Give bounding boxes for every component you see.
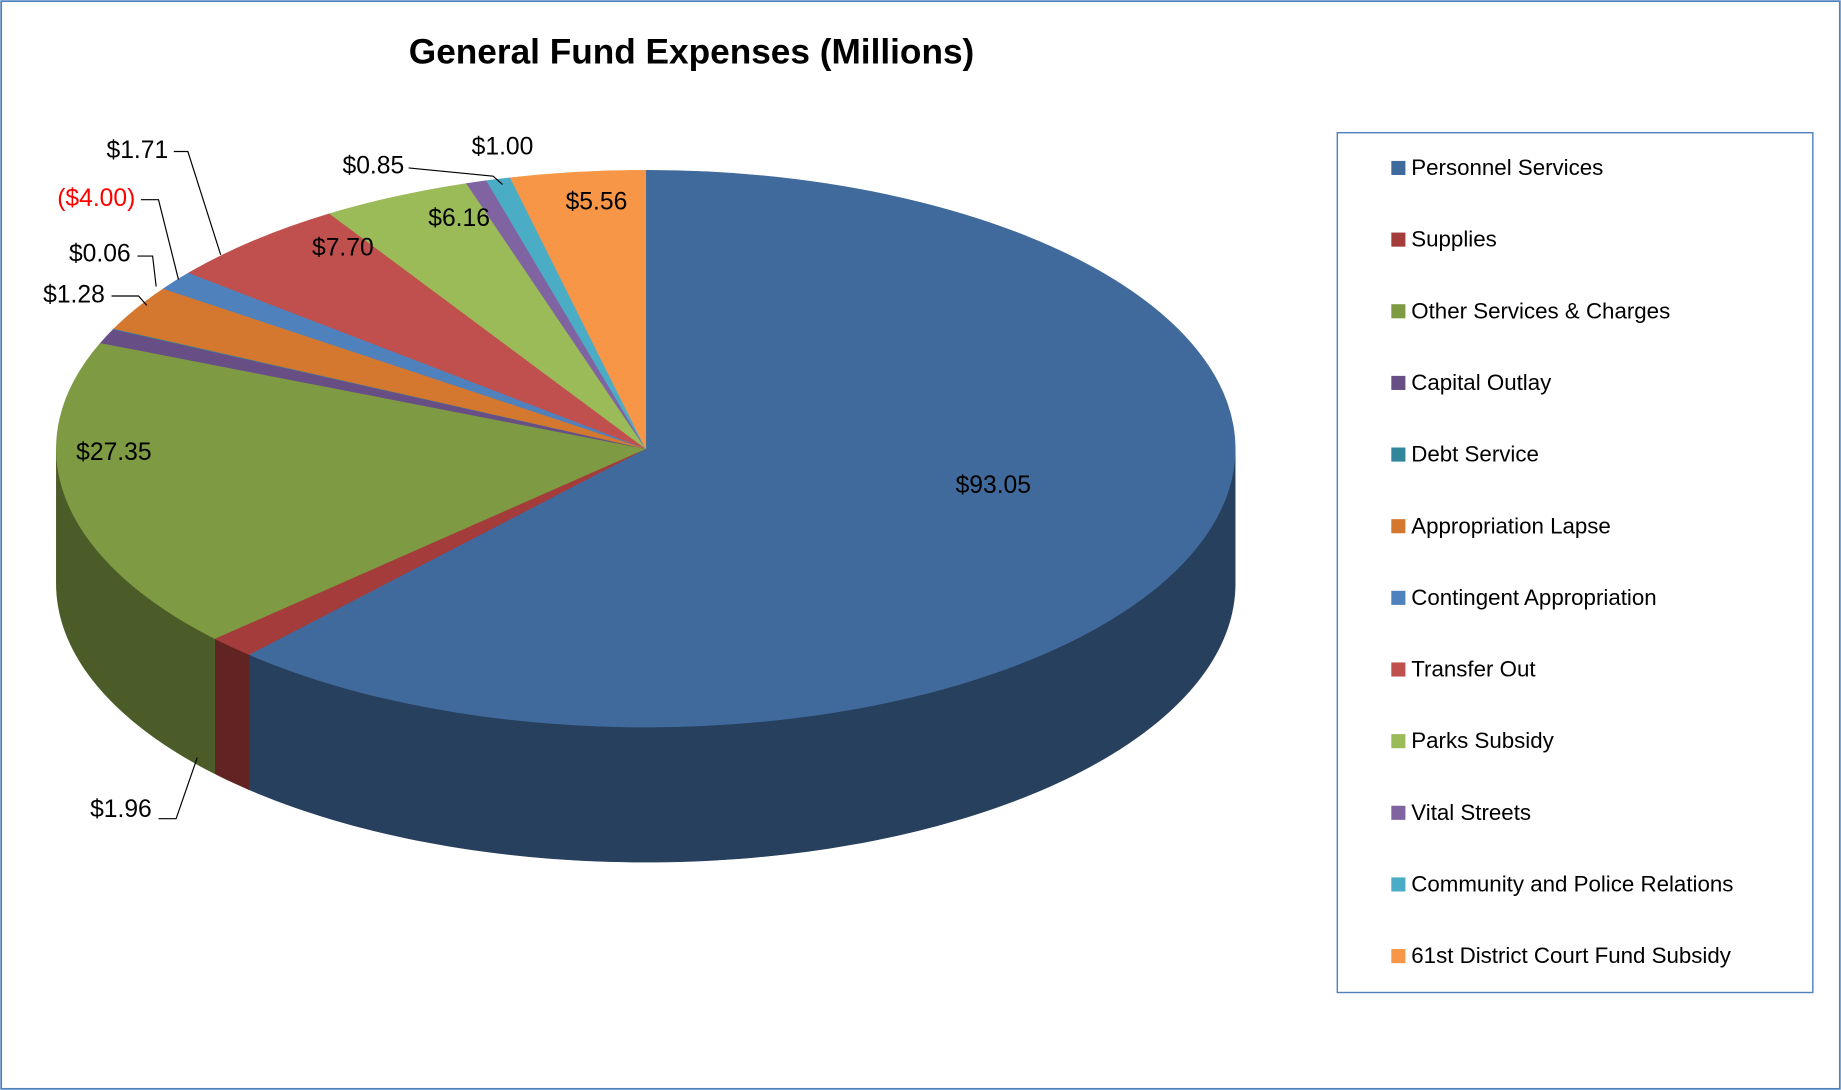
legend-swatch [1391,662,1406,677]
legend-label: Vital Streets [1411,800,1531,825]
legend-swatch [1391,805,1406,820]
legend-swatch [1391,375,1406,390]
data-label: $5.56 [566,189,628,216]
legend-label: Appropriation Lapse [1411,513,1611,538]
pie-side [214,638,250,791]
legend-swatch [1391,232,1406,247]
data-label: $0.85 [343,152,405,179]
legend-swatch [1391,949,1406,964]
legend-swatch [1391,519,1406,534]
leader-line [137,255,157,287]
pie-slice [248,170,1236,728]
data-label: $1.96 [90,796,152,823]
legend-label: Supplies [1411,227,1497,252]
chart-title: General Fund Expenses (Millions) [409,32,974,71]
legend-swatch [1391,160,1406,176]
legend-label: Debt Service [1411,442,1539,467]
data-label: $0.06 [69,240,131,267]
leader-line [408,167,503,185]
legend-box [1336,132,1814,994]
data-labels: $93.05 $1.96 $27.35 $1.28 $0.06 ($4.00) $1.71 $… [43,134,1031,823]
pie-slice [188,213,646,449]
data-label: ($4.00) [57,185,135,212]
leader-line [111,295,148,306]
legend: Personnel Services Supplies Other Services… [1391,155,1733,968]
legend-label: Other Services & Charges [1411,298,1670,323]
data-label: $27.35 [76,439,151,466]
pie-tops [56,170,1236,728]
data-label: $1.00 [472,134,534,161]
leader-line [173,150,222,256]
legend-label: Community and Police Relations [1411,872,1733,897]
pie-slice [509,170,647,449]
legend-label: Parks Subsidy [1411,728,1554,753]
legend-label: Capital Outlay [1411,370,1552,395]
data-label: $93.05 [956,472,1031,499]
legend-label: Contingent Appropriation [1411,585,1656,610]
leader-line [158,757,198,820]
legend-swatch [1391,877,1406,892]
data-label: $1.28 [43,282,105,309]
legend-label: 61st District Court Fund Subsidy [1411,943,1732,968]
legend-swatch [1391,304,1406,319]
legend-swatch [1391,447,1406,462]
data-label: $7.70 [312,235,374,262]
legend-label: Personnel Services [1411,155,1603,180]
legend-label: Transfer Out [1411,657,1536,682]
data-label: $6.16 [428,205,490,232]
legend-swatch [1391,590,1406,605]
pie-slice [56,342,647,639]
legend-swatch [1391,734,1406,749]
leader-line [140,199,180,280]
data-label: $1.71 [107,137,169,164]
